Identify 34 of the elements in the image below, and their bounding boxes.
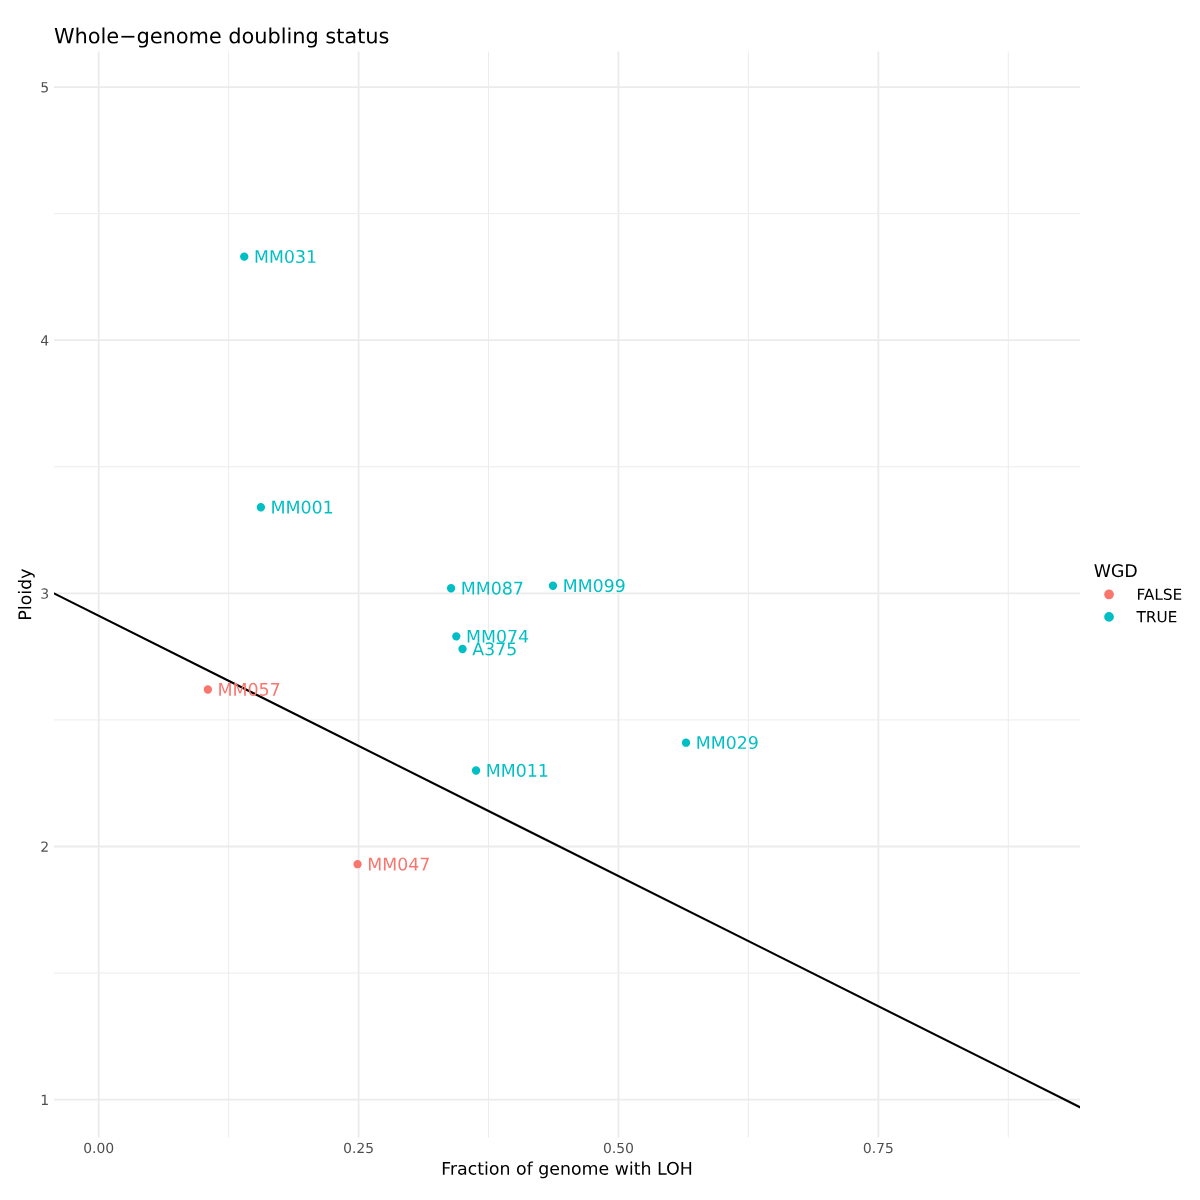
point (452, 632, 461, 641)
point (203, 685, 213, 694)
point (256, 503, 266, 512)
x-tick-label: 0.25 (344, 1142, 373, 1154)
point (548, 581, 558, 590)
data-label: MM031 (255, 249, 316, 264)
y-tick-label: 4 (40, 335, 49, 346)
x-tick-label: 0.50 (603, 1142, 633, 1154)
data-label: MM074 (467, 629, 529, 643)
legend-label: FALSE (1138, 588, 1182, 601)
y-tick-label: 1 (41, 1094, 48, 1105)
data-label: MM029 (697, 735, 758, 750)
data-label: MM011 (487, 763, 548, 777)
data-label: A375 (472, 642, 516, 656)
data-label: MM087 (462, 581, 523, 595)
x-tick-label: 0.00 (84, 1142, 114, 1154)
y-tick-label: 3 (41, 588, 49, 599)
point (471, 766, 481, 775)
point (458, 644, 467, 654)
data-label: MM001 (272, 500, 333, 514)
data-label: MM099 (564, 579, 625, 593)
y-tick-label: 5 (41, 82, 48, 93)
chart-title: Whole−genome doubling status (54, 27, 389, 48)
point (240, 252, 249, 261)
y-tick-label: 2 (41, 841, 48, 852)
point (353, 860, 362, 869)
x-tick-label: 0.75 (863, 1142, 893, 1154)
legend-title: WGD (1094, 564, 1137, 578)
legend-label: TRUE (1136, 611, 1177, 623)
point (681, 738, 691, 747)
x-axis-title: Fraction of genome with LOH (442, 1161, 692, 1179)
point (446, 584, 456, 593)
data-label: MM047 (368, 857, 429, 871)
y-axis-title: Ploidy (17, 569, 35, 619)
